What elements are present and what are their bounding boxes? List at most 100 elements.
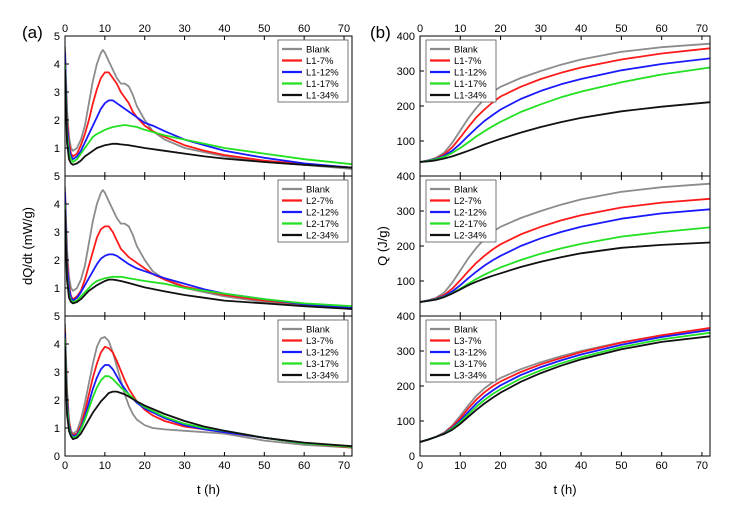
x-tick-label: 60 [298, 23, 310, 35]
series-line-l1-17- [65, 63, 352, 166]
legend-label: L1-34% [454, 91, 487, 102]
panel-(a)-middle: 1 2 3 4 5 dQ/dt (mW/g) BlankL2-7%L2-12%L2-17%L… [20, 171, 353, 317]
y-tick-label: 2 [54, 255, 60, 267]
x-tick-label: 20 [494, 460, 506, 472]
series-line-l3-12- [65, 331, 352, 448]
y-tick-label: 100 [397, 276, 415, 288]
legend-label: Blank [454, 325, 478, 336]
y-tick-label: 100 [397, 416, 415, 428]
y-tick-label: 5 [54, 31, 60, 43]
y-tick-label: 400 [397, 171, 415, 183]
legend-label: Blank [306, 185, 330, 196]
panel-label-a: (a) [22, 23, 43, 42]
series-line-l3-7- [65, 329, 352, 449]
series-line-l1-34- [420, 101, 710, 163]
x-tick-label: 40 [218, 460, 230, 472]
series-line-l3-17- [65, 337, 352, 448]
series-line-l2-17- [65, 203, 352, 308]
x-tick-label: 0 [417, 23, 423, 35]
x-tick-label: 0 [62, 460, 68, 472]
legend-label: L2-12% [454, 208, 487, 219]
legend-label: L3-34% [306, 371, 339, 382]
legend-label: L3-12% [454, 348, 487, 359]
x-tick-label: 30 [178, 460, 190, 472]
series-line-l1-12- [420, 57, 710, 163]
legend-label: L2-12% [306, 208, 339, 219]
x-tick-label: 60 [656, 23, 668, 35]
series-group [420, 182, 710, 303]
y-tick-label: 300 [397, 66, 415, 78]
legend-label: L2-17% [454, 219, 487, 230]
plot-frame [64, 315, 353, 457]
series-line-l2-12- [65, 191, 352, 309]
y-tick-label: 0 [54, 451, 60, 463]
y-tick-label: 0 [409, 451, 415, 463]
panel-(b)-middle: 100 200 300 400 Q (J/g) BlankL2-7%L2-12%L2-17… [375, 171, 711, 317]
y-tick-label: 5 [54, 311, 60, 323]
y-tick-label: 3 [54, 87, 60, 99]
x-axis-title: t (h) [197, 482, 220, 497]
series-group [65, 186, 352, 310]
legend-label: L2-34% [454, 231, 487, 242]
y-tick-label: 300 [397, 206, 415, 218]
legend-label: L3-12% [306, 348, 339, 359]
x-tick-label: 70 [338, 23, 350, 35]
x-tick-label: 30 [535, 460, 547, 472]
legend-label: Blank [306, 325, 330, 336]
series-line-l2-34- [420, 241, 710, 303]
x-axis-title: t (h) [553, 482, 576, 497]
legend-label: Blank [306, 45, 330, 56]
x-tick-label: 20 [494, 23, 506, 35]
y-tick-label: 1 [54, 423, 60, 435]
legend-label: L2-7% [454, 196, 482, 207]
panel-label-b: (b) [370, 23, 391, 42]
series-line-l2-7- [420, 197, 710, 303]
y-tick-label: 400 [397, 311, 415, 323]
legend-label: L3-17% [306, 359, 339, 370]
y-tick-label: 2 [54, 115, 60, 127]
y-tick-label: 4 [54, 339, 60, 351]
y-tick-label: 3 [54, 367, 60, 379]
x-tick-label: 10 [454, 23, 466, 35]
x-tick-label: 10 [99, 23, 111, 35]
legend-label: L3-7% [306, 336, 334, 347]
series-group [65, 323, 352, 449]
series-group [420, 326, 710, 443]
legend-label: Blank [454, 45, 478, 56]
legend-label: L1-17% [454, 79, 487, 90]
x-tick-label: 30 [535, 23, 547, 35]
series-line-blank [65, 46, 352, 170]
y-tick-label: 1 [54, 283, 60, 295]
x-tick-label: 70 [338, 460, 350, 472]
legend-label: L3-7% [454, 336, 482, 347]
legend-label: Blank [454, 185, 478, 196]
y-tick-label: 3 [54, 227, 60, 239]
y-tick-label: 5 [54, 171, 60, 183]
y-tick-label: 4 [54, 59, 60, 71]
x-tick-label: 60 [656, 460, 668, 472]
series-line-l2-34- [65, 208, 352, 310]
y-tick-label: 200 [397, 381, 415, 393]
series-line-l1-34- [65, 68, 352, 169]
x-tick-label: 70 [696, 460, 708, 472]
legend-label: L1-34% [306, 91, 339, 102]
x-tick-label: 40 [218, 23, 230, 35]
legend-label: L2-17% [306, 219, 339, 230]
x-tick-label: 0 [62, 23, 68, 35]
series-line-l3-34- [420, 335, 710, 443]
x-tick-label: 60 [298, 460, 310, 472]
legend-label: L1-7% [454, 56, 482, 67]
x-tick-label: 40 [575, 23, 587, 35]
y-tick-label: 200 [397, 101, 415, 113]
x-tick-label: 10 [99, 460, 111, 472]
series-group [65, 46, 352, 170]
series-line-l1-7- [65, 57, 352, 169]
